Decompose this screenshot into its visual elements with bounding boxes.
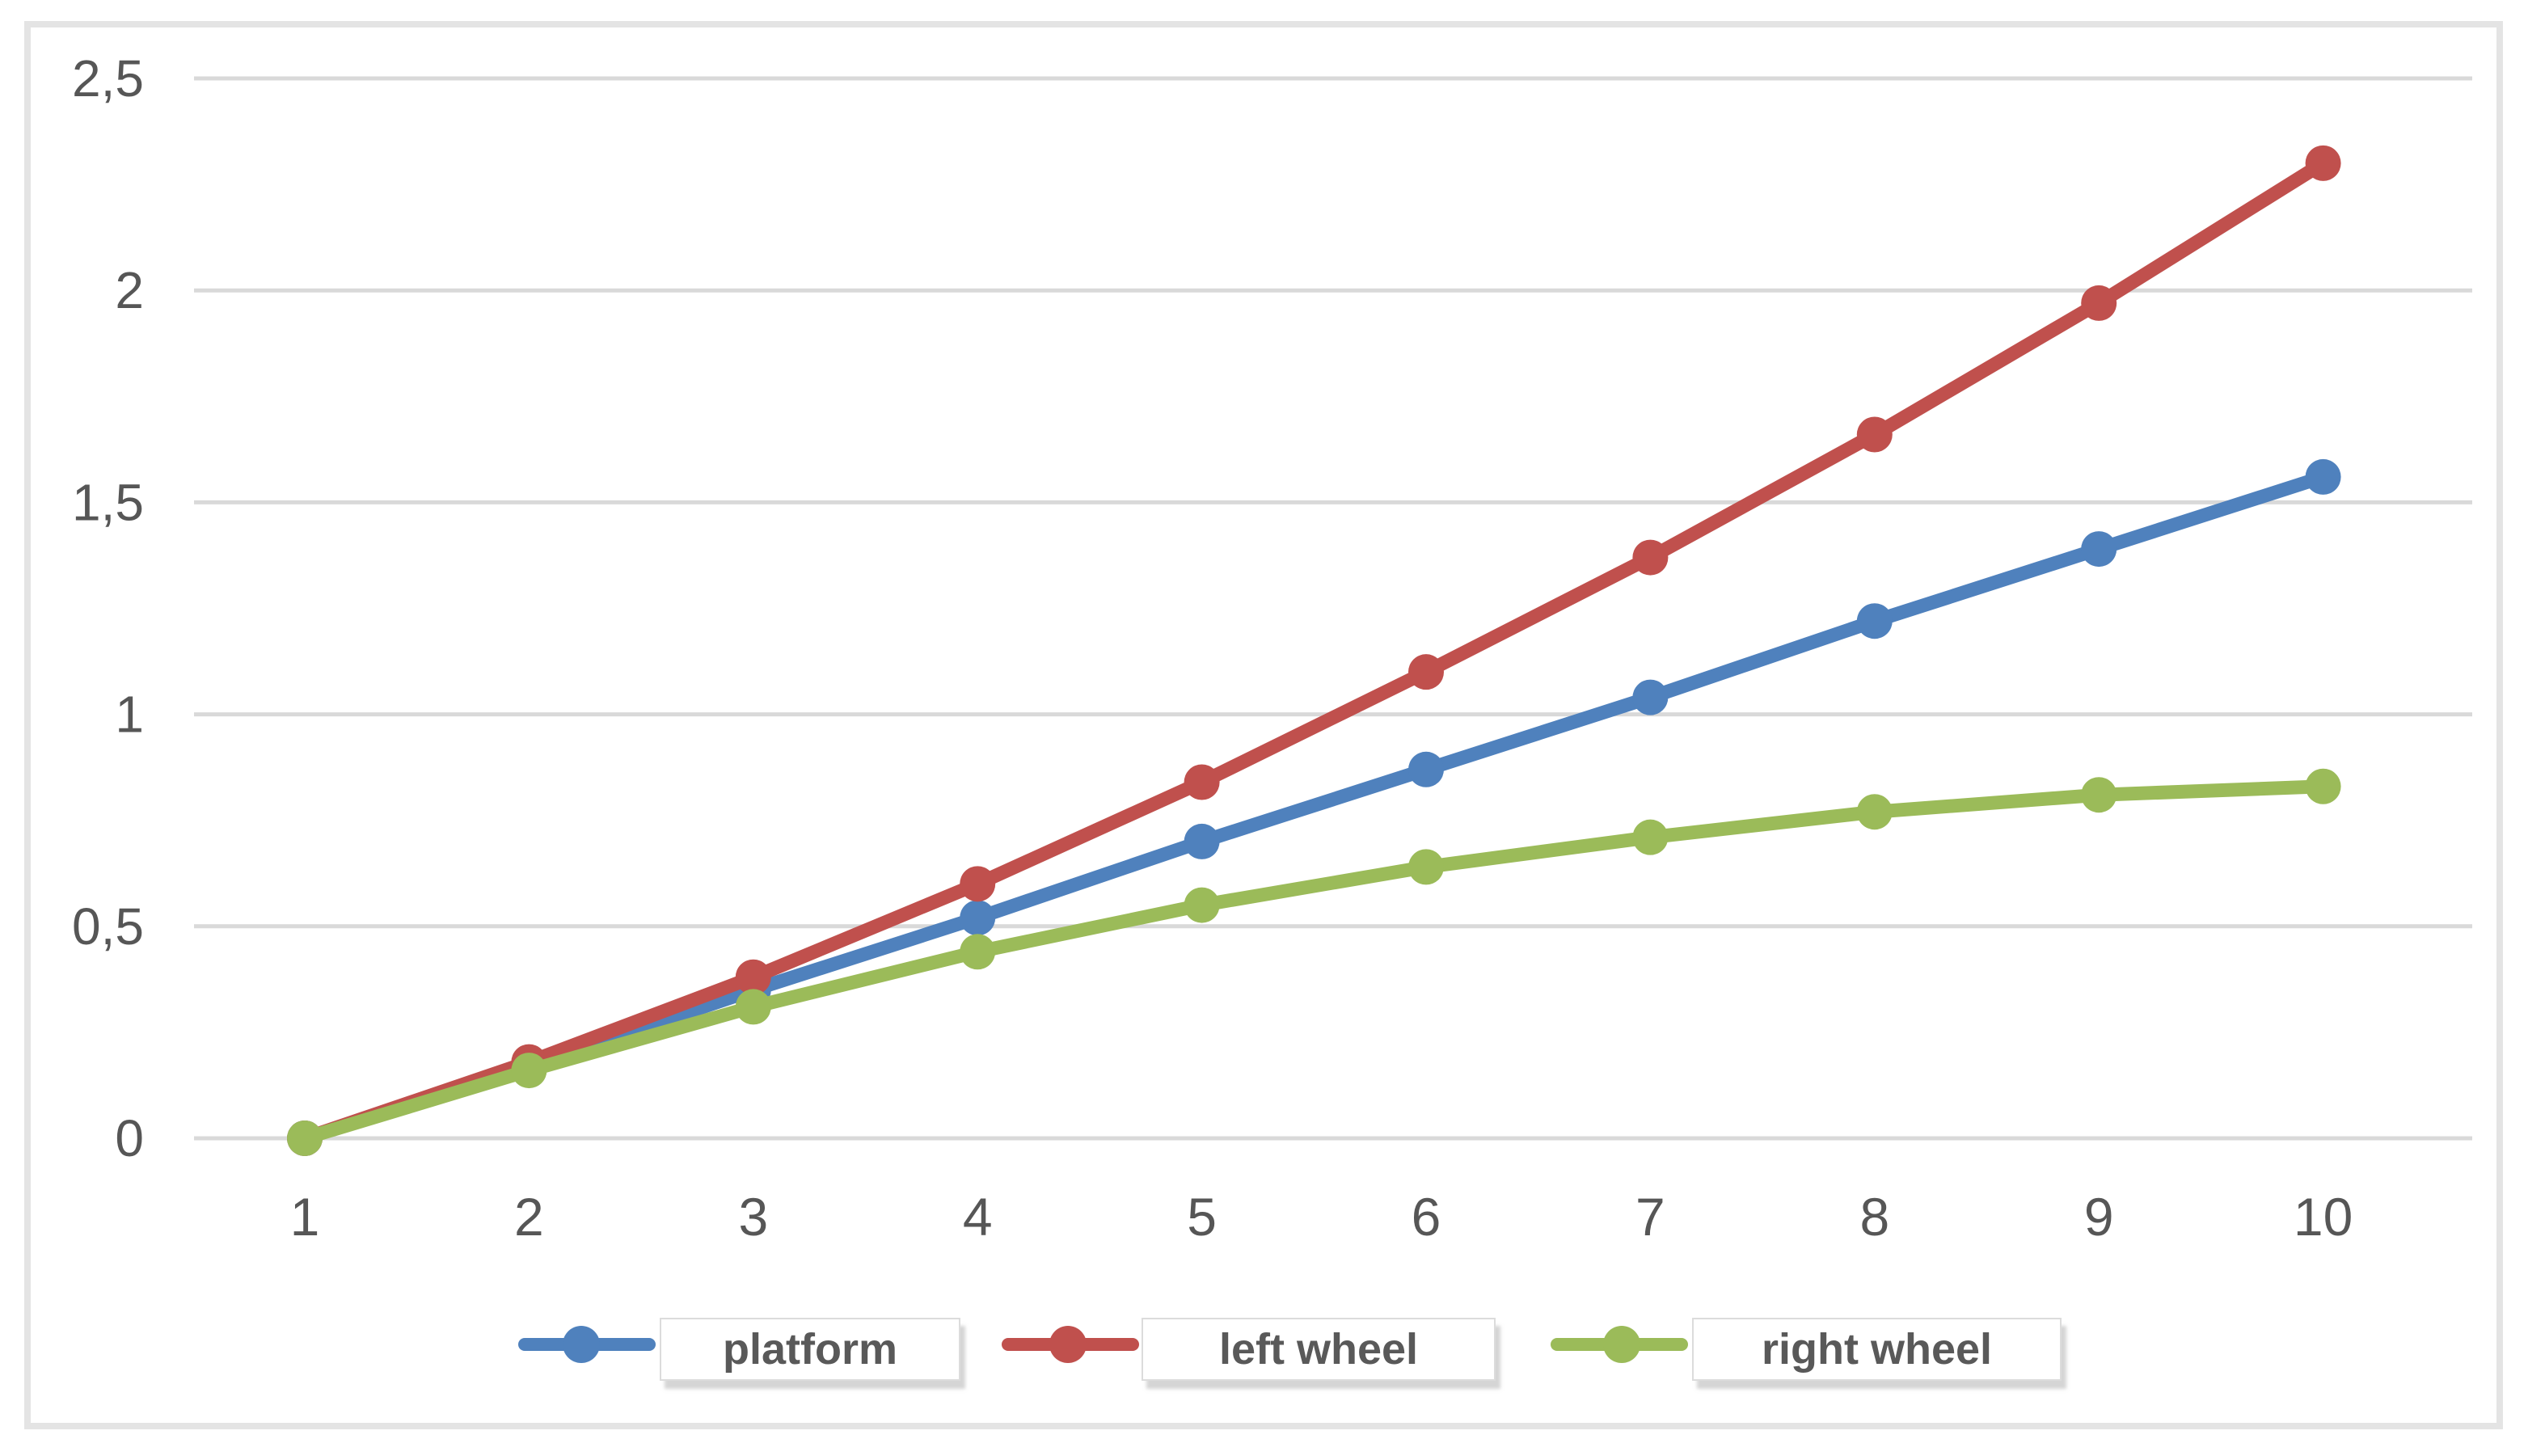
data-point-right-wheel-x10 — [2305, 768, 2341, 804]
data-point-right-wheel-x4 — [960, 934, 996, 970]
data-point-right-wheel-x1 — [287, 1120, 323, 1156]
legend-dot-marker-platform — [563, 1326, 600, 1363]
data-point-right-wheel-x5 — [1184, 887, 1220, 923]
y-tick-label: 1 — [115, 686, 144, 744]
series-line-platform — [298, 470, 2331, 1146]
data-point-left-wheel-x7 — [1632, 539, 1669, 576]
x-tick-label: 8 — [1859, 1187, 1889, 1247]
x-tick-label: 10 — [2294, 1187, 2353, 1247]
y-tick-label: 2,5 — [72, 49, 144, 108]
y-tick-label: 0 — [115, 1109, 144, 1167]
x-tick-label: 6 — [1412, 1187, 1441, 1247]
x-tick-label: 1 — [290, 1187, 320, 1247]
series-line-right-wheel — [298, 779, 2331, 1146]
data-point-left-wheel-x6 — [1408, 654, 1444, 690]
data-point-platform-x4 — [960, 900, 996, 936]
x-tick-label: 4 — [963, 1187, 993, 1247]
data-point-platform-x10 — [2305, 458, 2341, 495]
data-point-left-wheel-x4 — [960, 866, 996, 902]
y-tick-label: 2 — [115, 261, 144, 319]
legend-label-right-wheel: right wheel — [1761, 1325, 1993, 1374]
legend-label-box-left-wheel: left wheel — [1142, 1318, 1496, 1381]
legend-label-left-wheel: left wheel — [1218, 1325, 1419, 1374]
legend-label-box-right-wheel: right wheel — [1692, 1318, 2062, 1381]
y-tick-label: 0,5 — [72, 897, 144, 956]
data-point-platform-x8 — [1856, 603, 1893, 639]
x-tick-label: 7 — [1635, 1187, 1665, 1247]
data-point-right-wheel-x2 — [511, 1053, 547, 1089]
data-point-left-wheel-x5 — [1184, 764, 1220, 800]
data-point-right-wheel-x7 — [1632, 819, 1669, 855]
series-line-left-wheel — [298, 156, 2331, 1146]
legend-dot-marker-right-wheel — [1603, 1326, 1640, 1363]
data-point-platform-x6 — [1408, 751, 1444, 787]
x-tick-label: 9 — [2084, 1187, 2114, 1247]
legend-label-box-platform: platform — [660, 1318, 960, 1381]
data-point-right-wheel-x8 — [1856, 794, 1893, 830]
data-point-left-wheel-x8 — [1856, 416, 1893, 453]
data-point-platform-x7 — [1632, 679, 1669, 715]
data-point-left-wheel-x10 — [2305, 145, 2341, 181]
data-point-platform-x5 — [1184, 823, 1220, 859]
y-tick-label: 1,5 — [72, 473, 144, 531]
x-tick-label: 5 — [1187, 1187, 1217, 1247]
data-point-platform-x9 — [2081, 531, 2117, 568]
data-point-left-wheel-x9 — [2081, 285, 2117, 321]
legend-dot-marker-left-wheel — [1049, 1326, 1087, 1363]
data-point-right-wheel-x3 — [735, 989, 771, 1025]
data-point-right-wheel-x9 — [2081, 777, 2117, 813]
legend-label-platform: platform — [723, 1325, 897, 1374]
chart-frame — [24, 21, 2503, 1429]
x-tick-label: 3 — [738, 1187, 768, 1247]
data-point-left-wheel-x3 — [735, 959, 771, 995]
x-tick-label: 2 — [514, 1187, 544, 1247]
data-point-right-wheel-x6 — [1408, 849, 1444, 885]
